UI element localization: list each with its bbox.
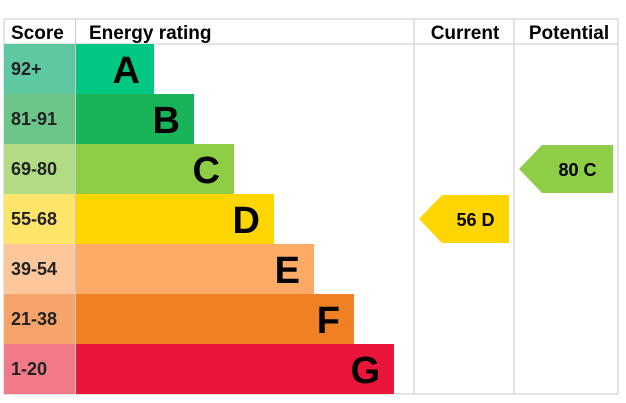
score-cell-f (4, 294, 75, 344)
score-cell-a (4, 44, 75, 94)
rating-letter-f: F (317, 300, 340, 342)
potential-pointer-label: 80 C (558, 160, 596, 180)
rating-bar-g (76, 344, 394, 394)
rating-letter-a: A (113, 50, 140, 92)
score-cell-d (4, 194, 75, 244)
score-cells: 92+ 81-91 69-80 55-68 39-54 21-38 1-20 (4, 44, 75, 394)
rating-bar-d (76, 194, 274, 244)
header-potential: Potential (529, 23, 609, 44)
current-pointer-label: 56 D (456, 210, 494, 230)
header-energy-rating: Energy rating (89, 23, 211, 44)
header-current: Current (431, 23, 500, 44)
rating-letter-c: C (193, 150, 220, 192)
score-range-d: 55-68 (11, 209, 57, 229)
score-range-c: 69-80 (11, 159, 57, 179)
rating-letter-d: D (233, 200, 260, 242)
score-cell-e (4, 244, 75, 294)
pointers: 56 D 80 C (419, 145, 613, 243)
score-cell-c (4, 144, 75, 194)
score-range-e: 39-54 (11, 259, 57, 279)
rating-letter-g: G (350, 350, 380, 392)
score-range-f: 21-38 (11, 309, 57, 329)
rating-letter-b: B (153, 100, 180, 142)
score-range-a: 92+ (11, 59, 42, 79)
rating-bar-a (76, 44, 154, 94)
score-cell-b (4, 94, 75, 144)
score-range-g: 1-20 (11, 359, 47, 379)
potential-pointer (519, 145, 613, 193)
rating-bar-c (76, 144, 234, 194)
current-pointer (419, 195, 509, 243)
rating-letter-e: E (275, 250, 300, 292)
rating-bar-e (76, 244, 314, 294)
score-range-b: 81-91 (11, 109, 57, 129)
score-cell-g (4, 344, 75, 394)
rating-bar-f (76, 294, 354, 344)
header-score: Score (11, 23, 64, 44)
rating-bar-b (76, 94, 194, 144)
